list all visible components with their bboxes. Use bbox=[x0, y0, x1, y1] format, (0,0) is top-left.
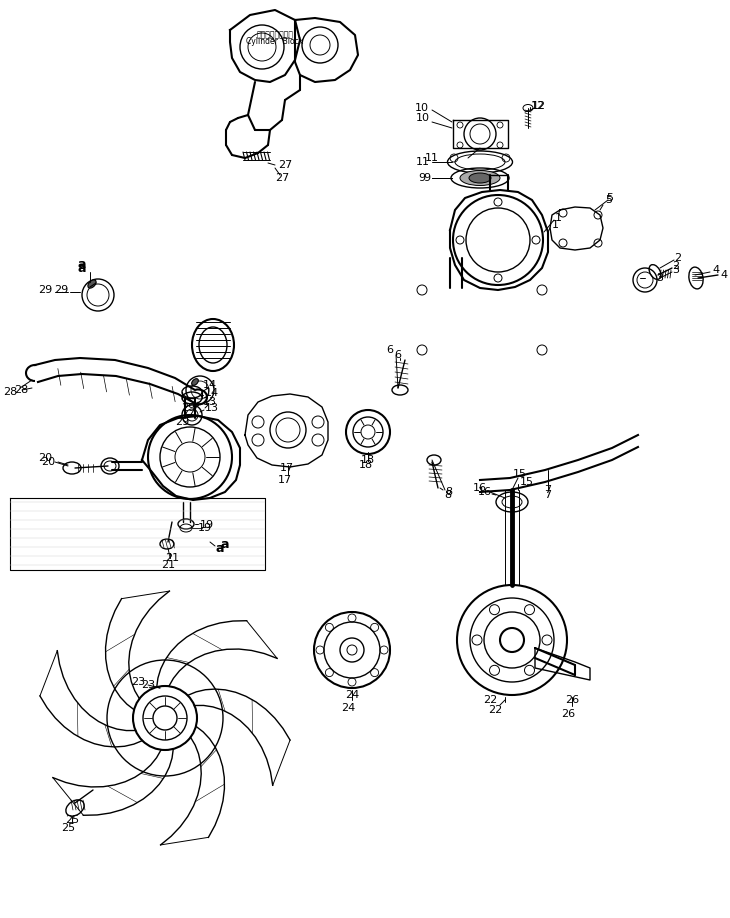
Text: 8: 8 bbox=[445, 487, 452, 497]
Text: a: a bbox=[216, 542, 224, 554]
Text: 28: 28 bbox=[3, 387, 17, 397]
Text: 13: 13 bbox=[203, 397, 217, 407]
Text: a: a bbox=[78, 262, 86, 274]
Text: 29: 29 bbox=[54, 285, 68, 295]
Text: 27: 27 bbox=[275, 173, 289, 183]
Text: 29: 29 bbox=[38, 285, 52, 295]
Text: 11: 11 bbox=[416, 157, 430, 167]
Text: 14: 14 bbox=[203, 380, 217, 390]
Text: a: a bbox=[220, 539, 229, 552]
Text: 9: 9 bbox=[423, 173, 430, 183]
Text: 7: 7 bbox=[545, 485, 552, 495]
Text: 12: 12 bbox=[532, 101, 546, 111]
Ellipse shape bbox=[88, 280, 96, 288]
Text: 6: 6 bbox=[394, 350, 402, 360]
Text: 17: 17 bbox=[280, 463, 294, 473]
Text: 19: 19 bbox=[198, 523, 212, 533]
Text: 21: 21 bbox=[161, 560, 175, 570]
Text: 9: 9 bbox=[418, 173, 426, 183]
Text: 20: 20 bbox=[41, 457, 55, 467]
Text: 26: 26 bbox=[561, 709, 575, 719]
Text: 1: 1 bbox=[552, 220, 559, 230]
Text: 22: 22 bbox=[483, 695, 497, 705]
Text: 28: 28 bbox=[14, 385, 28, 395]
Text: 12: 12 bbox=[531, 101, 545, 111]
Text: 1: 1 bbox=[555, 213, 561, 223]
Text: 4: 4 bbox=[712, 265, 720, 275]
Text: 15: 15 bbox=[520, 477, 534, 487]
Text: 23: 23 bbox=[131, 677, 145, 687]
Text: 25: 25 bbox=[61, 823, 75, 833]
Text: 10: 10 bbox=[416, 113, 430, 123]
Text: 5: 5 bbox=[607, 193, 613, 203]
Text: 8: 8 bbox=[445, 490, 452, 500]
Ellipse shape bbox=[460, 171, 500, 185]
Text: 7: 7 bbox=[545, 490, 552, 500]
Text: 14: 14 bbox=[205, 388, 219, 398]
Text: 4: 4 bbox=[720, 270, 727, 280]
Text: 24: 24 bbox=[345, 690, 359, 700]
Text: 6: 6 bbox=[386, 345, 393, 355]
Text: 2: 2 bbox=[675, 253, 682, 263]
Text: 13: 13 bbox=[205, 403, 219, 413]
Text: 27: 27 bbox=[278, 160, 292, 170]
Text: シリンダブロック: シリンダブロック bbox=[256, 30, 293, 39]
Text: 29: 29 bbox=[181, 403, 195, 413]
Text: 19: 19 bbox=[200, 520, 214, 530]
Text: 18: 18 bbox=[361, 455, 375, 465]
Text: 16: 16 bbox=[478, 487, 492, 497]
Text: 22: 22 bbox=[488, 705, 502, 715]
Text: 26: 26 bbox=[565, 695, 579, 705]
Text: Cylinder  Block: Cylinder Block bbox=[247, 38, 304, 47]
Text: 11: 11 bbox=[425, 153, 439, 163]
Text: 24: 24 bbox=[341, 703, 355, 713]
Text: 29: 29 bbox=[175, 417, 189, 427]
Text: 17: 17 bbox=[278, 475, 292, 485]
Text: 20: 20 bbox=[38, 453, 52, 463]
Text: 16: 16 bbox=[473, 483, 487, 493]
Text: 18: 18 bbox=[359, 460, 373, 470]
Text: 10: 10 bbox=[415, 103, 429, 113]
Text: 15: 15 bbox=[513, 469, 527, 479]
Text: 21: 21 bbox=[165, 553, 179, 563]
Text: 2: 2 bbox=[672, 261, 679, 271]
Text: a: a bbox=[78, 259, 86, 272]
Text: 3: 3 bbox=[672, 265, 680, 275]
Text: 25: 25 bbox=[65, 815, 79, 825]
Text: 5: 5 bbox=[605, 195, 612, 205]
Text: 23: 23 bbox=[141, 680, 155, 690]
Text: 3: 3 bbox=[656, 273, 663, 283]
Ellipse shape bbox=[192, 378, 199, 386]
Ellipse shape bbox=[469, 173, 491, 183]
